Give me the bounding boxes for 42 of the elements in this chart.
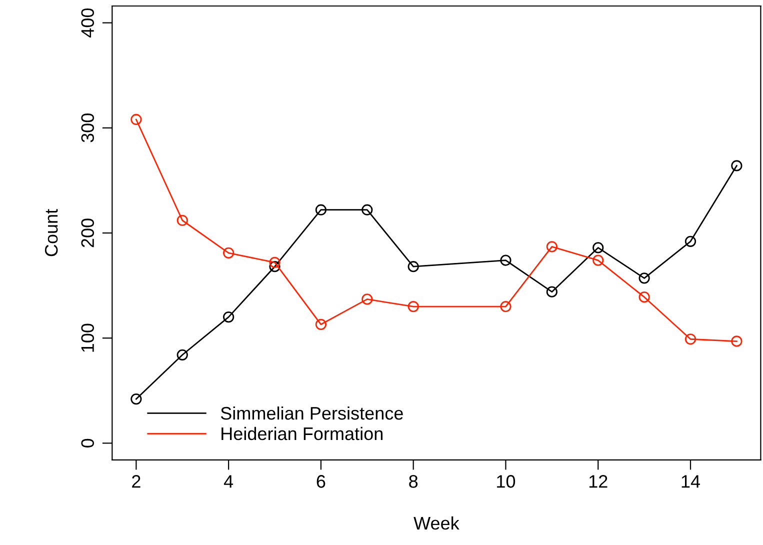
point xyxy=(176,214,188,226)
y-axis-title: Count xyxy=(44,209,58,256)
point xyxy=(130,114,142,126)
y-tick-label: 400 xyxy=(81,8,94,38)
point xyxy=(684,236,696,247)
x-axis-title: Week xyxy=(414,516,460,530)
point xyxy=(408,261,419,272)
point xyxy=(176,349,188,360)
point xyxy=(546,286,558,298)
point xyxy=(638,272,650,284)
x-tick-label: 2 xyxy=(132,475,140,488)
point xyxy=(269,256,280,268)
point xyxy=(223,312,234,323)
legend-label: Simmelian Persistence xyxy=(220,406,403,420)
legend-label: Heiderian Formation xyxy=(222,426,382,440)
point xyxy=(223,247,234,259)
x-tick-label: 4 xyxy=(224,475,234,488)
x-tick-label: 10 xyxy=(497,475,516,488)
y-tick-label: 100 xyxy=(81,324,94,352)
point xyxy=(592,254,604,266)
point xyxy=(315,318,327,330)
point xyxy=(731,336,742,347)
point xyxy=(638,292,650,303)
x-tick-label: 12 xyxy=(589,475,608,488)
point xyxy=(500,300,512,312)
point xyxy=(731,160,742,172)
point xyxy=(362,204,373,216)
x-tick-label: 8 xyxy=(409,475,418,488)
y-tick-label: 300 xyxy=(81,114,94,142)
x-tick-label: 14 xyxy=(682,475,700,488)
point xyxy=(362,294,373,305)
point xyxy=(269,261,280,272)
point xyxy=(592,242,604,254)
point xyxy=(408,300,419,312)
point xyxy=(130,393,142,405)
point xyxy=(684,334,696,345)
y-tick-label: 200 xyxy=(81,218,94,248)
point xyxy=(315,204,327,216)
point xyxy=(500,254,512,266)
point xyxy=(546,241,558,252)
y-tick-label: 0 xyxy=(81,438,94,448)
x-tick-label: 6 xyxy=(316,475,326,488)
